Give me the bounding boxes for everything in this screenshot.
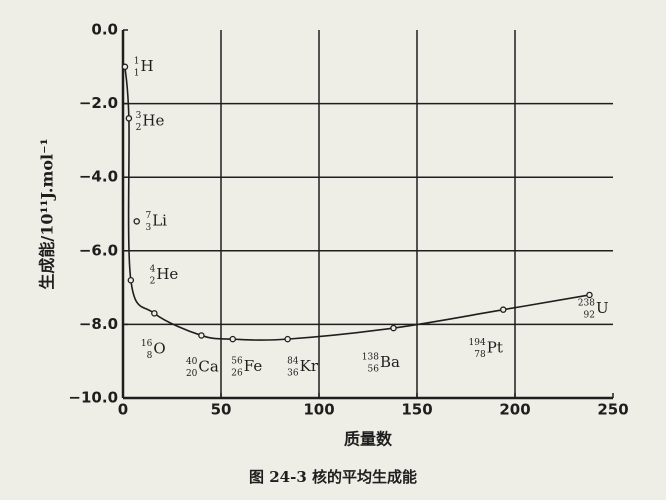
nuclide-label: 194 78 Pt (469, 338, 503, 360)
y-tick-label: −2.0 (79, 94, 118, 112)
atomic-number: 2 (136, 123, 142, 133)
atomic-number: 20 (186, 369, 198, 379)
data-point (121, 63, 129, 71)
nuclide-label: 3 2 He (136, 111, 165, 133)
y-tick-label: 0.0 (91, 21, 118, 39)
nuclide-label: 138 56 Ba (362, 353, 400, 375)
nuclide-label: 238 92 U (578, 298, 609, 320)
x-tick-label: 200 (499, 401, 530, 419)
nuclide-label: 7 3 Li (145, 211, 167, 233)
element-symbol: O (153, 339, 165, 357)
element-symbol: Fe (244, 357, 263, 375)
element-symbol: Pt (487, 339, 503, 357)
x-tick-label: 50 (211, 401, 232, 419)
atomic-number: 78 (474, 350, 486, 360)
curve (124, 66, 590, 341)
atomic-number: 36 (287, 369, 299, 379)
data-point (127, 276, 135, 284)
element-symbol: He (156, 265, 178, 283)
nuclide-label: 4 2 He (150, 265, 179, 287)
element-symbol: Ba (380, 353, 400, 371)
y-axis-title: 生成能/10¹¹J.mol⁻¹ (38, 138, 57, 289)
y-tick-label: −4.0 (79, 168, 118, 186)
element-symbol: He (142, 111, 164, 129)
mass-number: 56 (231, 357, 243, 367)
mass-number: 7 (145, 211, 151, 221)
atomic-number: 3 (145, 223, 151, 233)
data-point (133, 218, 140, 225)
data-point (390, 324, 397, 332)
data-point (229, 335, 237, 343)
nuclide-label: 16 8 O (141, 339, 166, 361)
nuclide-label: 40 20 Ca (186, 357, 219, 379)
element-symbol: Kr (300, 357, 319, 375)
x-tick-label: 250 (597, 401, 628, 419)
x-tick-label: 0 (118, 401, 128, 419)
y-tick-label: −8.0 (79, 315, 118, 333)
atomic-number: 1 (134, 68, 140, 78)
mass-number: 1 (134, 56, 140, 66)
atomic-number: 8 (147, 351, 153, 361)
x-tick-label: 150 (401, 401, 432, 419)
atomic-number: 2 (150, 277, 156, 287)
data-point (586, 291, 593, 299)
data-point (125, 115, 133, 122)
mass-number: 4 (150, 265, 156, 275)
x-axis-title: 质量数 (344, 430, 393, 449)
mass-number: 238 (578, 298, 595, 308)
data-point (151, 310, 158, 317)
mass-number: 3 (136, 111, 142, 121)
y-tick-label: −6.0 (79, 241, 118, 259)
data-point (499, 306, 507, 313)
element-symbol: Ca (198, 357, 218, 375)
caption: 图 24-3 核的平均生成能 (249, 468, 417, 486)
data-point (198, 332, 205, 339)
mass-number: 194 (469, 338, 486, 348)
atomic-number: 92 (584, 310, 595, 320)
nuclide-label: 84 36 Kr (287, 357, 319, 379)
atomic-number: 56 (368, 365, 380, 375)
mass-number: 138 (362, 353, 379, 363)
mass-number: 40 (186, 357, 198, 367)
element-symbol: H (140, 57, 153, 75)
x-tick-label: 100 (303, 401, 334, 419)
mass-number: 16 (141, 339, 153, 349)
nuclide-label: 1 1 H (134, 56, 154, 78)
atomic-number: 26 (231, 369, 243, 379)
element-symbol: U (596, 299, 609, 317)
mass-number: 84 (287, 357, 299, 367)
data-point (284, 335, 291, 343)
y-tick-label: −10.0 (68, 389, 118, 407)
element-symbol: Li (152, 211, 167, 229)
nuclide-label: 56 26 Fe (231, 357, 262, 379)
